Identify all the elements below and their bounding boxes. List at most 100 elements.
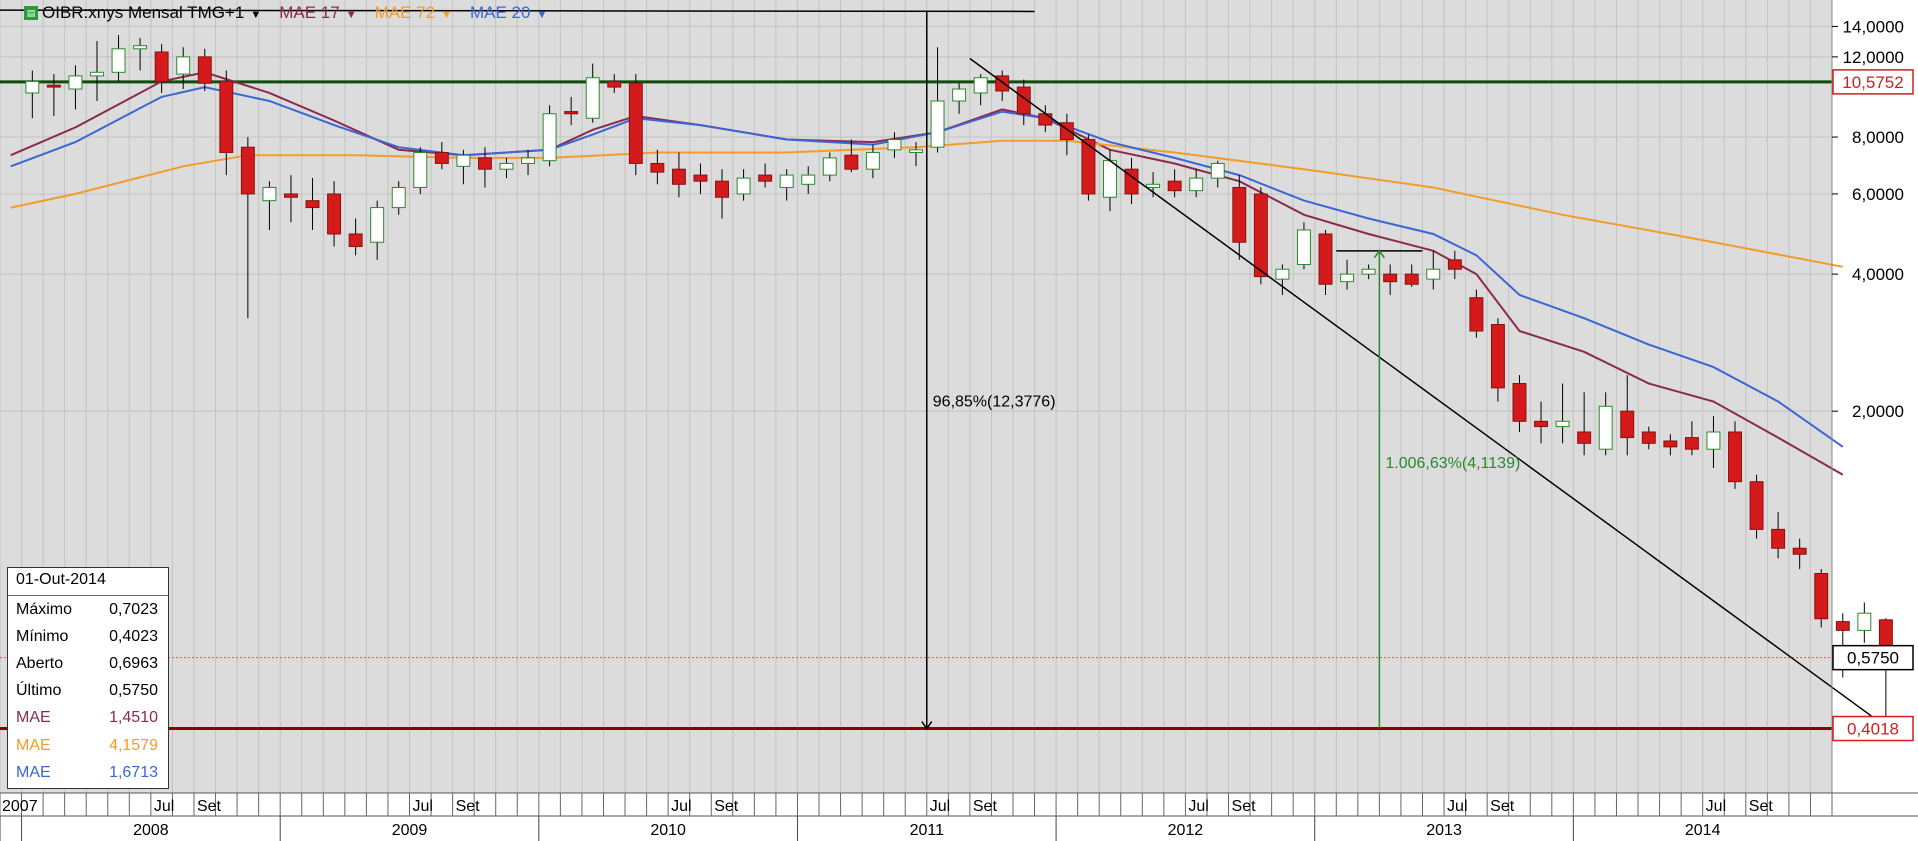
candle: [1016, 86, 1031, 115]
candle: [1706, 431, 1721, 450]
price-tick-label: 12,0000: [1843, 48, 1904, 67]
candle: [1490, 324, 1505, 389]
candle: [1598, 405, 1613, 450]
candle: [1728, 431, 1742, 483]
candle: [909, 149, 923, 153]
month-label: Jul: [1447, 798, 1467, 815]
candle: [477, 157, 492, 170]
candle: [1340, 273, 1355, 283]
candle: [1684, 437, 1699, 450]
price-label: 0,5750: [1847, 649, 1899, 668]
year-label: 2008: [133, 822, 169, 839]
info-label: MAE: [16, 763, 51, 781]
candle: [499, 162, 514, 170]
price-label-box: [1832, 715, 1914, 742]
candle: [1577, 431, 1592, 444]
candle: [887, 139, 902, 151]
candle: [305, 200, 320, 209]
candle: [1835, 621, 1850, 631]
candle: [434, 151, 449, 164]
price-label-box: [1832, 69, 1914, 95]
candle: [1146, 183, 1161, 188]
candle: [1663, 440, 1678, 448]
candle: [111, 48, 126, 73]
year-label: 2012: [1168, 822, 1204, 839]
candle: [1189, 177, 1204, 192]
info-label: Mínimo: [16, 627, 69, 645]
symbol-label: OIBR:xnys Mensal TMG+1: [42, 3, 245, 22]
info-row-mae17: MAE 1,4510: [8, 705, 168, 732]
indicator-mae72[interactable]: MAE 72 ▼: [375, 3, 452, 23]
candle: [564, 111, 579, 115]
candle: [262, 186, 277, 202]
month-label: Jul: [1188, 798, 1208, 815]
candle: [844, 154, 859, 170]
price-tick-label: 4,0000: [1852, 265, 1904, 284]
info-label: MAE: [16, 709, 51, 727]
candle: [585, 77, 600, 119]
indicator-label: MAE 17: [279, 3, 340, 22]
candle: [542, 113, 557, 162]
candle: [1253, 193, 1268, 278]
info-label: MAE: [16, 736, 51, 754]
candle: [90, 71, 104, 77]
year-label: 2014: [1685, 822, 1721, 839]
month-label: Jul: [1706, 798, 1726, 815]
year-label: 2007: [2, 798, 38, 815]
month-label: Set: [714, 798, 739, 815]
chevron-down-icon[interactable]: ▼: [250, 9, 262, 21]
indicator-label: MAE 20: [469, 3, 531, 22]
indicator-mae20[interactable]: MAE 20 ▼: [470, 3, 547, 23]
chevron-down-icon[interactable]: ▼: [536, 9, 548, 21]
indicator-mae17[interactable]: MAE 17 ▼: [279, 3, 356, 23]
candle: [1447, 259, 1462, 270]
month-label: Jul: [671, 798, 691, 815]
month-label: Jul: [930, 798, 950, 815]
info-row-mae72: MAE 4,1579: [8, 732, 168, 759]
candle: [1081, 139, 1096, 195]
plot-area: [0, 0, 1832, 793]
candle: [1167, 180, 1182, 192]
candle: [715, 180, 729, 198]
candle: [521, 157, 536, 164]
info-value: 0,4023: [109, 627, 158, 645]
month-label: Set: [1490, 798, 1515, 815]
candle: [1771, 528, 1786, 549]
moving-average-line: [10, 86, 1844, 448]
info-row-mae20: MAE 1,6713: [8, 759, 168, 786]
candle: [1641, 431, 1656, 444]
candle: [952, 88, 967, 102]
candle: [68, 75, 83, 90]
info-value: 1,6713: [109, 763, 158, 781]
month-label: Set: [456, 798, 481, 815]
candle: [240, 146, 255, 195]
info-label: Último: [16, 682, 62, 700]
chevron-down-icon[interactable]: ▼: [345, 9, 357, 21]
candle: [391, 186, 406, 209]
month-label: Set: [1232, 798, 1257, 815]
candle: [370, 207, 385, 243]
arrow-head: [921, 721, 933, 730]
candle: [348, 233, 363, 247]
candle: [1749, 481, 1764, 530]
year-label: 2010: [650, 822, 686, 839]
candle: [1296, 229, 1311, 265]
month-label: Set: [197, 798, 222, 815]
chart-header: ▤ OIBR:xnys Mensal TMG+1 ▼ MAE 17 ▼ MAE 72…: [0, 0, 565, 26]
candle: [801, 174, 816, 185]
info-row-last: Último 0,5750: [8, 678, 168, 705]
month-label: Set: [973, 798, 998, 815]
symbol-title[interactable]: OIBR:xnys Mensal TMG+1 ▼: [42, 3, 261, 23]
info-row-high: Máximo 0,7023: [8, 596, 168, 623]
candle: [1038, 113, 1053, 126]
candle: [628, 82, 643, 164]
time-axis: [0, 793, 1918, 841]
candle: [736, 177, 751, 195]
candle: [865, 151, 880, 170]
candle: [1534, 420, 1549, 428]
candle: [758, 174, 773, 182]
candle: [779, 174, 794, 188]
measure-label: 1.006,63%(4,1139): [1385, 455, 1520, 472]
chevron-down-icon[interactable]: ▼: [441, 9, 452, 21]
